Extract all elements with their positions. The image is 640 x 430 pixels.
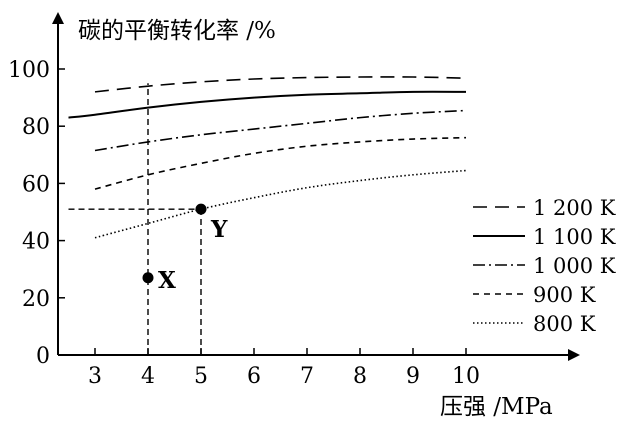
x-axis-title: 压强 /MPa bbox=[440, 394, 553, 420]
x-tick-label: 4 bbox=[141, 364, 155, 389]
legend-label-4: 800 K bbox=[533, 312, 596, 336]
y-tick-label: 40 bbox=[22, 230, 50, 255]
guide-lines bbox=[68, 83, 202, 355]
y-tick-label: 80 bbox=[22, 115, 50, 140]
series-lines bbox=[68, 76, 467, 239]
x-tick-label: 8 bbox=[353, 364, 367, 389]
point-y bbox=[195, 203, 207, 215]
y-axis-title: 碳的平衡转化率 /% bbox=[78, 18, 276, 44]
series-line-1 bbox=[68, 90, 467, 119]
point-label-x: X bbox=[158, 267, 176, 294]
y-tick-label: 60 bbox=[22, 172, 50, 197]
legend-label-2: 1 000 K bbox=[533, 254, 616, 278]
series-line-0 bbox=[94, 76, 467, 93]
y-tick-label: 0 bbox=[36, 344, 50, 369]
legend-label-3: 900 K bbox=[533, 283, 596, 307]
series-line-4 bbox=[94, 169, 467, 239]
y-tick-label: 20 bbox=[22, 287, 50, 312]
data-points: XY bbox=[142, 203, 228, 294]
x-tick-label: 10 bbox=[452, 364, 480, 389]
x-tick-label: 3 bbox=[88, 364, 102, 389]
x-tick-label: 5 bbox=[194, 364, 208, 389]
x-tick-label: 6 bbox=[247, 364, 261, 389]
series-line-2 bbox=[94, 109, 467, 152]
legend: 1 200 K 1 100 K 1 000 K 900 K 800 K bbox=[473, 196, 616, 336]
series-line-3 bbox=[94, 136, 467, 190]
y-axis-arrow bbox=[52, 12, 64, 24]
legend-label-1: 1 100 K bbox=[533, 225, 616, 249]
point-x bbox=[142, 272, 154, 284]
legend-label-0: 1 200 K bbox=[533, 196, 616, 220]
x-tick-label: 9 bbox=[406, 364, 420, 389]
x-tick-label: 7 bbox=[300, 364, 314, 389]
point-label-y: Y bbox=[210, 216, 228, 243]
y-tick-label: 100 bbox=[8, 58, 50, 83]
x-axis-arrow bbox=[568, 349, 580, 361]
